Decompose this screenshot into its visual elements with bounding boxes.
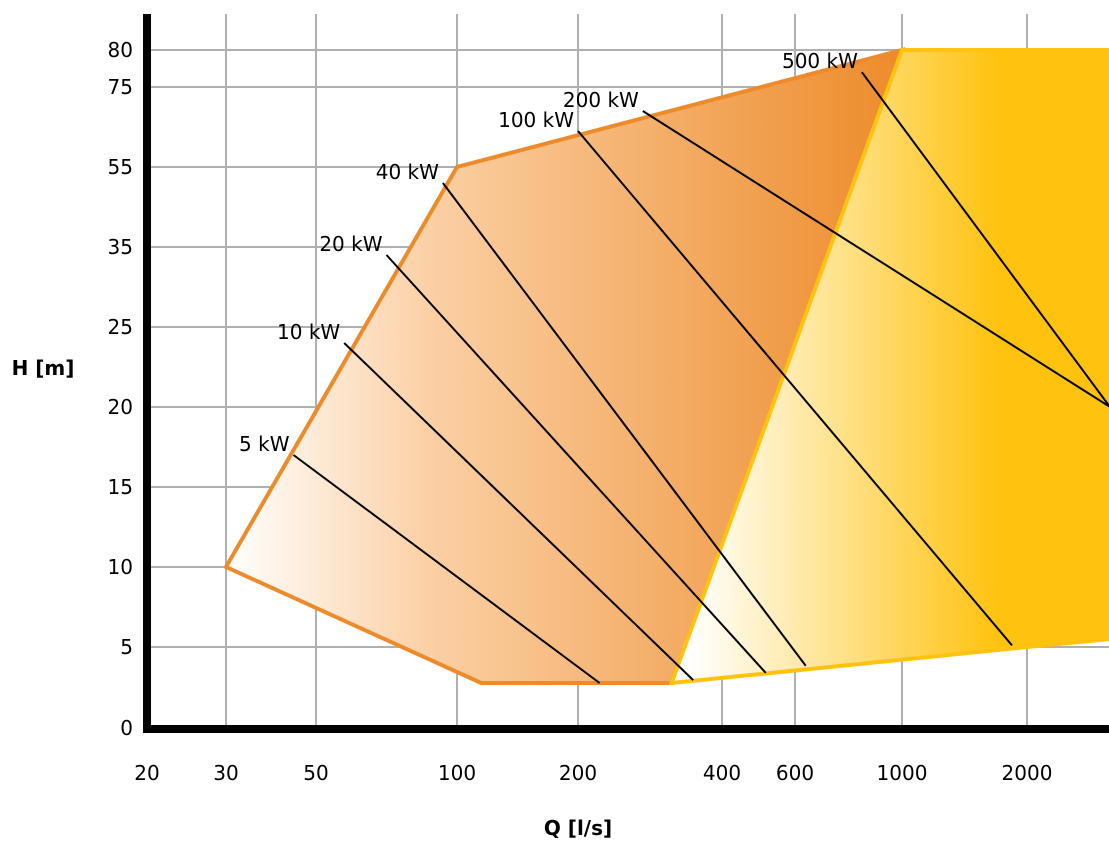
x-tick-label: 30 bbox=[213, 761, 238, 785]
yellow-region bbox=[668, 48, 1109, 686]
axes bbox=[143, 14, 1109, 733]
power-line bbox=[292, 454, 601, 684]
y-tick-label: 5 bbox=[120, 635, 133, 659]
y-tick-label: 25 bbox=[108, 315, 133, 339]
y-tick-label: 75 bbox=[108, 75, 133, 99]
power-line bbox=[442, 182, 807, 667]
x-tick-label: 1000 bbox=[877, 761, 928, 785]
tick-labels: 20 30 50 100 200 400 600 1000 2000 0 5 10 15 20 25 35 55… bbox=[108, 38, 1053, 785]
power-lines bbox=[292, 71, 1109, 684]
x-tick-label: 200 bbox=[559, 761, 597, 785]
y-tick-label: 55 bbox=[108, 155, 133, 179]
power-line-label: 200 kW bbox=[563, 88, 639, 112]
y-tick-label: 15 bbox=[108, 475, 133, 499]
y-tick-label: 10 bbox=[108, 555, 133, 579]
y-tick-label: 35 bbox=[108, 235, 133, 259]
power-line-label: 100 kW bbox=[498, 108, 574, 132]
x-tick-label: 100 bbox=[438, 761, 476, 785]
regions bbox=[223, 47, 1109, 686]
y-tick-label: 20 bbox=[108, 395, 133, 419]
power-line bbox=[642, 110, 1109, 408]
x-tick-label: 50 bbox=[303, 761, 328, 785]
x-tick-label: 600 bbox=[776, 761, 814, 785]
power-line-label: 500 kW bbox=[782, 49, 858, 73]
x-tick-label: 20 bbox=[134, 761, 159, 785]
x-tick-label: 2000 bbox=[1002, 761, 1053, 785]
power-line bbox=[343, 342, 694, 681]
y-axis-title: H [m] bbox=[12, 356, 75, 380]
x-axis-title: Q [l/s] bbox=[544, 816, 612, 840]
power-line-label: 5 kW bbox=[239, 432, 290, 456]
power-line-label: 20 kW bbox=[319, 232, 382, 256]
x-tick-label: 400 bbox=[703, 761, 741, 785]
y-tick-label: 80 bbox=[108, 38, 133, 62]
power-line bbox=[385, 254, 767, 674]
power-line bbox=[577, 130, 1013, 647]
y-tick-label: 0 bbox=[120, 716, 133, 740]
power-line-label: 40 kW bbox=[376, 160, 439, 184]
power-line-label: 10 kW bbox=[277, 320, 340, 344]
power-line bbox=[861, 71, 1109, 408]
